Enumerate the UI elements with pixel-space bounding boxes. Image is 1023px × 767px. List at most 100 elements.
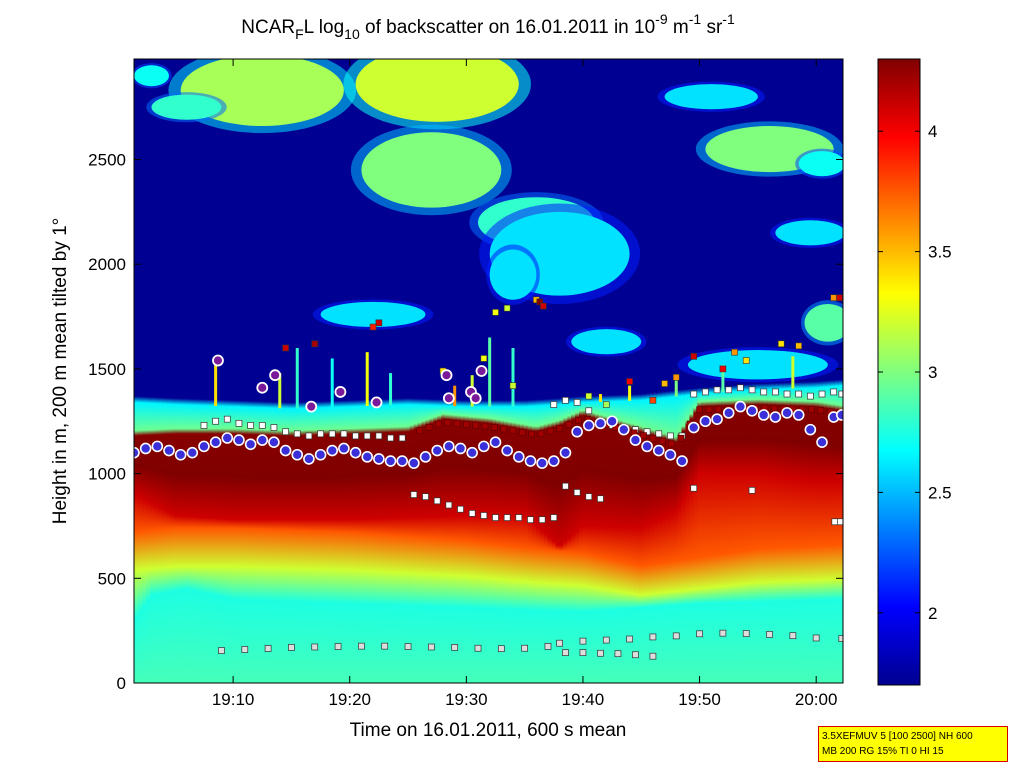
settings-note: 3.5XEFMUV 5 [100 2500] NH 600 MB 200 RG … [818, 726, 1008, 762]
surface-layer-marker [264, 645, 272, 652]
heatmap-column [575, 59, 580, 683]
isolated-cloud-marker [442, 392, 455, 405]
aerosol-top-marker [223, 415, 231, 423]
aerosol-top-marker [387, 434, 394, 442]
lower-base-marker [503, 514, 511, 521]
x-tick-label: 20:00 [795, 690, 838, 709]
heatmap-column [401, 59, 407, 683]
virga-streak [628, 385, 632, 401]
cloud-top-marker [444, 419, 451, 427]
heatmap-column [504, 59, 509, 683]
heatmap-column [153, 59, 159, 683]
heatmap-column [165, 59, 171, 683]
aerosol-top-marker [573, 399, 581, 406]
surface-layer-marker [288, 644, 295, 651]
signal-marker [742, 357, 750, 364]
aerosol-top-marker [550, 401, 558, 408]
cloud-base-marker [594, 417, 607, 430]
aerosol-top-marker [725, 386, 733, 394]
heatmap-column [460, 59, 466, 683]
surface-layer-marker [597, 649, 604, 657]
cloud-base-marker [314, 448, 327, 461]
surface-layer-marker [521, 644, 528, 652]
layer-markers [134, 294, 843, 660]
y-tick-label: 2500 [88, 151, 126, 170]
cloud-top-marker [425, 424, 433, 431]
y-tick-label: 2000 [88, 255, 126, 274]
heatmap-column [228, 59, 234, 683]
surface-layer-marker [672, 632, 680, 640]
surface-layer-marker [451, 644, 459, 651]
lower-base-marker [410, 491, 418, 498]
signal-marker [375, 319, 383, 327]
surface-layer-marker [789, 632, 797, 640]
heatmap-column [579, 59, 584, 683]
heatmap-column [642, 59, 647, 683]
virga-streak [389, 373, 393, 406]
signal-marker [830, 294, 837, 302]
heatmap-column [437, 59, 442, 683]
cloud-base-marker [268, 436, 280, 448]
heatmap-column [279, 59, 285, 683]
cloud-base-marker [792, 409, 805, 421]
signal-marker [311, 340, 319, 348]
lower-base-marker [690, 484, 698, 492]
plot-area: 19:10 19:20 19:30 19:40 19:50 20:00 0 500 1000 1… [88, 58, 844, 709]
cloud-top-marker [416, 427, 423, 434]
surface-layer-marker [649, 652, 657, 660]
colorbar: 2 2.5 3 3.5 4 [877, 58, 952, 686]
cloud-base-marker [652, 444, 665, 457]
lower-base-marker [837, 518, 843, 526]
heatmap-column [520, 59, 525, 683]
cloud-base-marker [536, 457, 548, 469]
plot-frame [133, 58, 844, 684]
heatmap-column [634, 59, 639, 683]
signal-marker [536, 298, 544, 306]
cloud-base-marker [443, 440, 455, 453]
cloud-base-marker [209, 436, 222, 448]
aerosol-top-marker [690, 390, 698, 398]
heatmap-column [287, 59, 293, 683]
elevated-cloud [134, 65, 169, 87]
cloud-top-marker [574, 416, 582, 424]
lower-base-marker [538, 516, 546, 524]
surface-layer-marker [544, 643, 552, 650]
lower-base-marker [585, 493, 593, 500]
signal-marker [690, 353, 698, 360]
elevated-cloud [355, 59, 519, 122]
cloud-top-marker [677, 434, 685, 442]
signal-marker [282, 344, 289, 352]
colorbar-tick-label: 3.5 [928, 243, 952, 262]
elevated-cloud [664, 84, 758, 110]
colorbar-ticks: 2 2.5 3 3.5 4 [878, 122, 952, 623]
aerosol-top-marker [293, 430, 301, 438]
heatmap-column [185, 59, 190, 683]
heatmap-column [649, 59, 655, 683]
heatmap-column [354, 59, 360, 683]
aerosol-top-marker [795, 390, 803, 398]
cloud-base-marker [256, 434, 269, 446]
heatmap-column [535, 59, 541, 683]
aerosol-top-marker [643, 428, 651, 436]
cloud-base-marker [478, 440, 490, 453]
aerosol-top-marker [258, 422, 266, 429]
y-axis-label: Height in m, 200 m mean tilted by 1° [50, 218, 71, 524]
cloud-base-marker [816, 436, 828, 448]
surface-layer-marker [838, 635, 843, 642]
colorbar-tick-label: 2 [928, 604, 937, 623]
cloud-base-marker [244, 438, 257, 451]
heatmap-column [657, 59, 663, 683]
heatmap-column [145, 59, 151, 683]
heatmap-column [370, 59, 375, 683]
aerosol-top-marker [200, 422, 208, 429]
surface-layer-marker [474, 644, 482, 652]
cloud-base-marker [617, 423, 630, 436]
cloud-top-marker [491, 424, 498, 431]
signal-marker [777, 340, 785, 348]
heatmap-column [323, 59, 328, 683]
virga-streak [214, 364, 218, 406]
backscatter-heatmap [134, 59, 843, 683]
heatmap-column [500, 59, 505, 683]
lower-base-marker [492, 514, 499, 521]
lower-base-marker [422, 493, 429, 500]
